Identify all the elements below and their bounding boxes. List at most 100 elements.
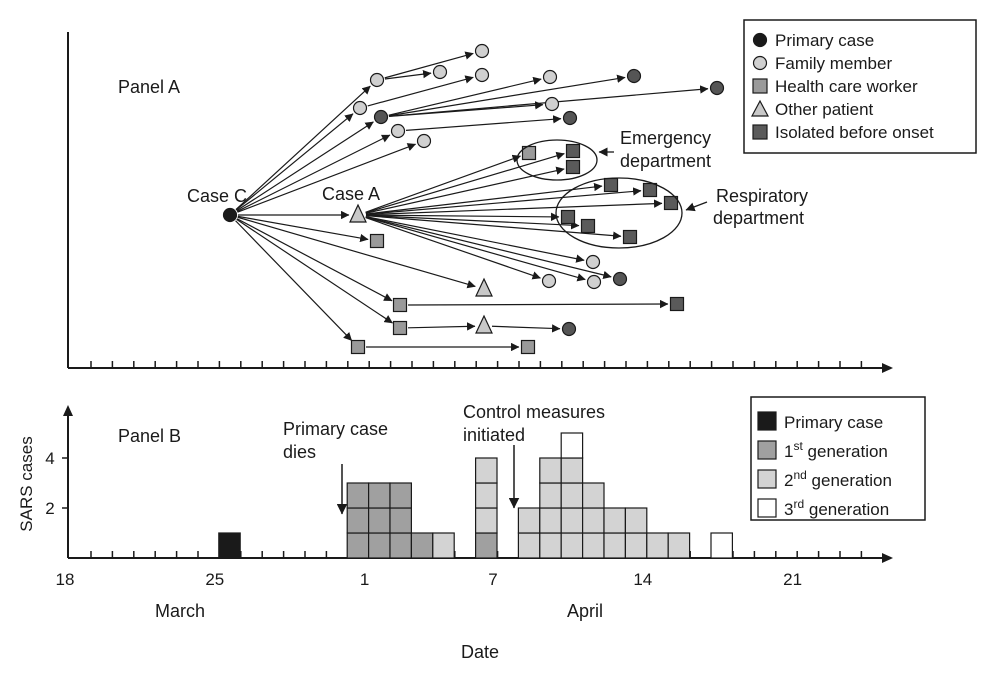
transmission-arrow bbox=[388, 76, 542, 116]
transmission-arrow bbox=[367, 75, 474, 107]
date-tick-label: 14 bbox=[633, 570, 652, 589]
legend-b-label: 1st generation bbox=[784, 439, 888, 461]
case-marker-r3 bbox=[663, 195, 679, 211]
panel-a-x-axis-arrowhead bbox=[882, 363, 893, 373]
transmission-arrow bbox=[365, 199, 663, 216]
transmission-arrow bbox=[365, 212, 560, 222]
legend-a-label: Primary case bbox=[775, 31, 874, 50]
case-marker-dc bbox=[561, 321, 577, 337]
date-tick-labels: 18 25 1 7 14 21 bbox=[56, 570, 803, 589]
ytick-4-label: 4 bbox=[45, 449, 54, 468]
transmission-arrow bbox=[388, 74, 626, 117]
case-marker-r1 bbox=[603, 177, 619, 193]
case-marker-h1 bbox=[369, 233, 385, 249]
bar-case-g2 bbox=[560, 457, 584, 484]
respiratory-label-line2: department bbox=[713, 208, 804, 228]
respiratory-pointer bbox=[685, 201, 708, 212]
legend-a-label: Family member bbox=[775, 54, 892, 73]
transmission-arrow bbox=[237, 216, 476, 289]
bar-case-g1 bbox=[389, 482, 412, 509]
panel-b-y-axis-arrowhead bbox=[63, 405, 73, 416]
transmission-arrow bbox=[384, 69, 432, 80]
bar-case-g2 bbox=[560, 482, 584, 509]
bar-case-g2 bbox=[539, 482, 562, 509]
bar-case-g2 bbox=[603, 507, 626, 534]
bar-case-g1 bbox=[346, 532, 370, 559]
case-marker-A bbox=[349, 203, 367, 223]
bar-case-g2 bbox=[667, 532, 691, 559]
case-marker-h4 bbox=[350, 339, 366, 355]
bar-case-g2 bbox=[646, 532, 669, 559]
case-marker-r6 bbox=[622, 229, 638, 245]
transmission-arrow bbox=[237, 215, 369, 243]
case-marker-h5 bbox=[520, 339, 536, 355]
transmission-arrow bbox=[365, 214, 580, 230]
legend-b-swatch bbox=[757, 440, 777, 460]
bar-case-g2 bbox=[560, 532, 584, 559]
legend-b-label: 3rd generation bbox=[784, 497, 889, 519]
control-annotation-line2: initiated bbox=[463, 425, 525, 445]
bar-case-g1 bbox=[410, 532, 434, 559]
emergency-label-line1: Emergency bbox=[620, 128, 711, 148]
legend-b-label: 2nd generation bbox=[784, 468, 892, 490]
date-tick-label: 21 bbox=[783, 570, 802, 589]
panel-b-legend-items: Primary case 1st generation 2nd generation… bbox=[757, 411, 892, 519]
bar-case-g2 bbox=[603, 532, 626, 559]
transmission-arrow bbox=[365, 216, 612, 280]
case-marker-d4 bbox=[562, 110, 578, 126]
case-markers bbox=[222, 43, 725, 355]
transmission-arrow bbox=[491, 324, 561, 333]
case-marker-g4 bbox=[612, 271, 628, 287]
legend-b-label: Primary case bbox=[784, 413, 883, 432]
transmission-arrow bbox=[365, 151, 565, 214]
case-marker-p2 bbox=[475, 277, 493, 297]
legend-b-swatch bbox=[757, 498, 777, 518]
bar-case-g2 bbox=[517, 507, 541, 534]
transmission-arrow bbox=[235, 85, 371, 211]
case-marker-p3 bbox=[475, 314, 493, 334]
case-marker-f1 bbox=[369, 72, 385, 88]
death-annotation-line1: Primary case bbox=[283, 419, 388, 439]
case-marker-h3 bbox=[392, 320, 408, 336]
transmission-arrow bbox=[365, 215, 585, 263]
bar-case-g2 bbox=[581, 482, 605, 509]
case-a-label: Case A bbox=[322, 184, 380, 204]
case-c-label: Case C bbox=[187, 186, 247, 206]
transmission-arrow bbox=[407, 322, 476, 331]
date-tick-label: 1 bbox=[360, 570, 369, 589]
transmission-arrow bbox=[384, 51, 474, 79]
bar-case-g2 bbox=[432, 532, 455, 559]
bar-case-g1 bbox=[368, 482, 391, 509]
bar-case-primary bbox=[218, 532, 241, 559]
transmission-arrow bbox=[365, 187, 642, 215]
transmission-arrow bbox=[365, 216, 586, 282]
panel-a-x-ticks bbox=[90, 361, 863, 368]
date-tick-label: 25 bbox=[205, 570, 224, 589]
case-marker-f4 bbox=[474, 67, 490, 83]
bar-case-g2 bbox=[539, 507, 562, 534]
bar-case-g2 bbox=[475, 507, 498, 534]
case-marker-r2 bbox=[642, 182, 658, 198]
death-annotation-line2: dies bbox=[283, 442, 316, 462]
panel-b-y-axis-label: SARS cases bbox=[17, 436, 36, 531]
transmission-arrow bbox=[365, 166, 565, 214]
panel-a-legend-items: Primary case Family member Health care wor… bbox=[751, 31, 934, 142]
transmission-arrow bbox=[365, 217, 541, 280]
legend-a-marker bbox=[752, 78, 768, 94]
case-marker-g3 bbox=[586, 274, 602, 290]
transmission-arrow bbox=[405, 115, 562, 131]
panel-b-legend: Primary case 1st generation 2nd generation… bbox=[750, 396, 926, 521]
legend-a-marker bbox=[752, 32, 768, 48]
legend-a-label: Isolated before onset bbox=[775, 123, 934, 142]
case-marker-d3 bbox=[709, 80, 725, 96]
bar-case-g2 bbox=[624, 532, 648, 559]
case-marker-d2 bbox=[626, 68, 642, 84]
bar-case-g1 bbox=[389, 507, 412, 534]
case-marker-d1 bbox=[373, 109, 389, 125]
panel-a-legend: Primary case Family member Health care wor… bbox=[743, 19, 977, 154]
x-axis-label: Date bbox=[461, 642, 499, 662]
panel-b: 2 4 SARS cases Panel B Primary case dies… bbox=[17, 396, 926, 662]
bar-case-g1 bbox=[368, 532, 391, 559]
transmission-arrow bbox=[236, 121, 374, 212]
case-marker-e3 bbox=[565, 159, 581, 175]
